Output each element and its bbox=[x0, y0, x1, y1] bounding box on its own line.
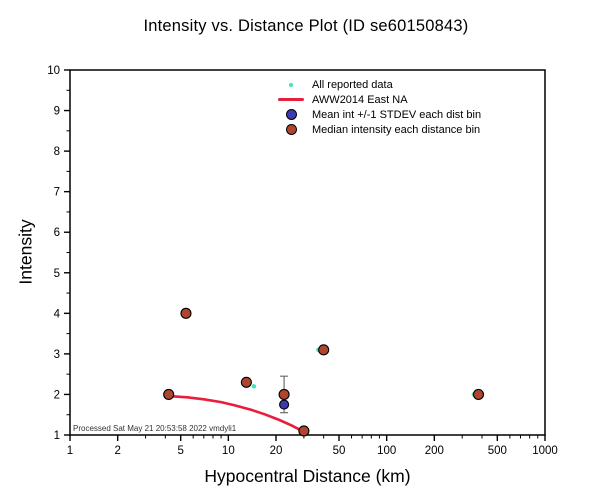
x-tick-label: 1 bbox=[67, 445, 73, 457]
legend-label-model-line: AWW2014 East NA bbox=[312, 93, 408, 106]
median-data-point bbox=[180, 307, 192, 319]
x-tick-label: 50 bbox=[333, 445, 346, 457]
x-tick-label: 5 bbox=[177, 445, 183, 457]
legend-item-median: Median intensity each distance bin bbox=[270, 122, 481, 137]
y-tick-label: 1 bbox=[54, 430, 60, 442]
y-tick-label: 4 bbox=[54, 308, 61, 320]
y-tick-label: 7 bbox=[54, 187, 60, 199]
legend: All reported data AWW2014 East NA Mean i… bbox=[270, 77, 481, 137]
y-tick-label: 9 bbox=[54, 106, 60, 118]
legend-icon-cell bbox=[270, 82, 312, 87]
legend-label-mean: Mean int +/-1 STDEV each dist bin bbox=[312, 108, 482, 121]
legend-item-all-reported: All reported data bbox=[270, 77, 481, 92]
y-tick-label: 8 bbox=[54, 146, 60, 158]
y-tick-label: 6 bbox=[54, 227, 60, 239]
median-marker-icon bbox=[285, 124, 297, 135]
median-data-point bbox=[318, 344, 330, 356]
x-tick-label: 500 bbox=[488, 445, 507, 457]
model-line-icon bbox=[278, 98, 304, 101]
y-axis-label: Intensity bbox=[15, 219, 36, 285]
processing-timestamp: Processed Sat May 21 20:53:58 2022 vmdyl… bbox=[73, 424, 237, 433]
median-data-point bbox=[163, 388, 175, 400]
mean-data-point bbox=[279, 399, 290, 410]
legend-icon-cell bbox=[270, 109, 312, 120]
model-curve bbox=[167, 394, 307, 434]
x-tick-label: 20 bbox=[270, 445, 283, 457]
legend-icon-cell bbox=[270, 124, 312, 135]
x-tick-label: 1000 bbox=[532, 445, 558, 457]
x-tick-label: 10 bbox=[222, 445, 235, 457]
legend-icon-cell bbox=[270, 98, 312, 101]
chart-title: Intensity vs. Distance Plot (ID se601508… bbox=[143, 17, 469, 35]
x-axis-label: Hypocentral Distance (km) bbox=[204, 466, 411, 486]
median-data-point bbox=[278, 388, 290, 400]
legend-label-all-reported: All reported data bbox=[312, 78, 393, 91]
y-tick-label: 10 bbox=[47, 65, 60, 77]
reported-data-point bbox=[251, 384, 257, 389]
x-tick-label: 100 bbox=[377, 445, 396, 457]
legend-item-model-line: AWW2014 East NA bbox=[270, 92, 481, 107]
legend-label-median: Median intensity each distance bin bbox=[312, 123, 481, 136]
mean-marker-icon bbox=[285, 109, 297, 120]
x-tick-label: 200 bbox=[425, 445, 444, 457]
median-data-point bbox=[240, 376, 252, 388]
all-reported-marker-icon bbox=[289, 82, 293, 87]
y-tick-label: 2 bbox=[54, 389, 60, 401]
legend-item-mean: Mean int +/-1 STDEV each dist bin bbox=[270, 107, 481, 122]
y-tick-label: 5 bbox=[54, 268, 60, 280]
x-tick-label: 2 bbox=[114, 445, 120, 457]
y-tick-label: 3 bbox=[54, 349, 60, 361]
median-data-point bbox=[472, 388, 485, 400]
median-data-point bbox=[298, 425, 310, 437]
